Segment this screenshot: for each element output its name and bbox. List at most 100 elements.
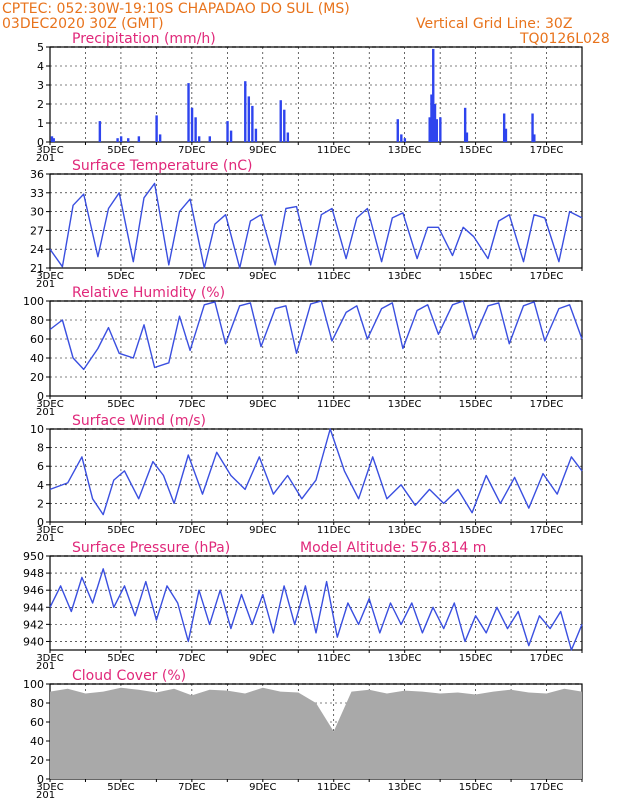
y-tick-label: 940 <box>23 635 44 648</box>
precip-bar <box>286 132 290 142</box>
x-tick-label: 9DEC <box>249 399 276 410</box>
x-tick-label: 15DEC <box>459 653 493 664</box>
y-tick-label: 20 <box>30 754 44 767</box>
x-tick-label: 7DEC <box>178 399 205 410</box>
x-tick-label: 13DEC <box>388 653 422 664</box>
y-tick-label: 40 <box>30 352 44 365</box>
panel-title: Precipitation (mm/h) <box>72 31 216 47</box>
precip-bar <box>137 136 141 142</box>
panel-title: Cloud Cover (%) <box>72 668 186 684</box>
panel-6: 0 20 40 60 80 100 3DEC 5DEC 7DEC 9DEC 11DEC 13DEC 15… <box>23 668 583 800</box>
x-year-label: 201 <box>36 407 55 418</box>
precip-bar <box>279 100 282 142</box>
x-tick-label: 3DEC <box>36 653 63 664</box>
precip-bar <box>226 121 229 142</box>
precip-bar <box>502 113 506 142</box>
x-tick-label: 7DEC <box>178 782 205 793</box>
x-tick-label: 11DEC <box>317 525 351 536</box>
y-tick-label: 4 <box>37 60 44 73</box>
panel-annotation: Model Altitude: 576.814 m <box>300 540 486 556</box>
x-tick-label: 11DEC <box>317 653 351 664</box>
x-tick-label: 9DEC <box>249 653 276 664</box>
precip-bar <box>463 107 467 142</box>
x-year-label: 201 <box>36 533 55 544</box>
x-tick-label: 15DEC <box>459 145 493 156</box>
x-tick-label: 5DEC <box>107 525 134 536</box>
y-tick-label: 21 <box>30 262 44 275</box>
y-tick-label: 6 <box>37 460 44 473</box>
x-tick-label: 17DEC <box>530 145 564 156</box>
x-year-label: 201 <box>36 153 55 164</box>
y-tick-label: 80 <box>30 697 44 710</box>
precip-bar <box>127 138 130 142</box>
x-tick-label: 5DEC <box>107 145 134 156</box>
precip-bar <box>254 128 258 142</box>
x-tick-label: 5DEC <box>107 653 134 664</box>
x-tick-label: 7DEC <box>178 525 205 536</box>
precip-bar <box>283 109 286 142</box>
y-tick-label: 944 <box>23 601 44 614</box>
y-tick-label: 80 <box>30 314 44 327</box>
header-location: CPTEC: 052:30W-19:10S CHAPADAO DO SUL (M… <box>2 1 350 17</box>
cloud-area <box>50 687 582 779</box>
y-tick-label: 60 <box>30 716 44 729</box>
precip-bar <box>158 134 162 142</box>
panel-title: Relative Humidity (%) <box>72 285 225 301</box>
x-tick-label: 15DEC <box>459 271 493 282</box>
precip-bar <box>194 117 197 142</box>
x-tick-label: 3DEC <box>36 525 63 536</box>
y-tick-label: 60 <box>30 333 44 346</box>
x-tick-label: 5DEC <box>107 782 134 793</box>
y-tick-label: 3 <box>37 79 44 92</box>
precip-bar <box>98 121 102 142</box>
y-tick-label: 948 <box>23 567 44 580</box>
x-tick-label: 15DEC <box>459 525 493 536</box>
precip-bar <box>52 138 55 142</box>
precip-bar <box>229 130 233 142</box>
y-tick-label: 10 <box>30 423 44 436</box>
y-tick-label: 942 <box>23 618 44 631</box>
precip-bar <box>187 83 190 142</box>
precip-bar <box>430 94 433 142</box>
x-tick-label: 17DEC <box>530 525 564 536</box>
panel-frame <box>49 555 583 651</box>
x-year-label: 201 <box>36 279 55 290</box>
x-tick-label: 7DEC <box>178 653 205 664</box>
x-tick-label: 11DEC <box>317 782 351 793</box>
x-tick-label: 7DEC <box>178 271 205 282</box>
x-year-label: 201 <box>36 790 55 800</box>
x-tick-label: 11DEC <box>317 271 351 282</box>
precip-bar <box>116 138 119 142</box>
x-tick-label: 9DEC <box>249 525 276 536</box>
panel-2: 21 24 27 30 33 36 3DEC 5DEC 7DEC 9DEC 11DEC 13DEC 15… <box>30 158 583 290</box>
header: CPTEC: 052:30W-19:10S CHAPADAO DO SUL (M… <box>2 1 610 47</box>
header-date: 03DEC2020 30Z (GMT) <box>2 16 164 32</box>
x-tick-label: 5DEC <box>107 271 134 282</box>
precip-bar <box>247 96 251 142</box>
y-tick-label: 36 <box>30 168 44 181</box>
x-tick-label: 3DEC <box>36 145 63 156</box>
y-tick-label: 5 <box>37 41 44 54</box>
panel-3: 0 20 40 60 80 100 3DEC 5DEC 7DEC 9DEC 11DEC 13DEC 15… <box>23 285 583 418</box>
precip-bar <box>403 138 407 142</box>
precip-bar <box>435 119 438 142</box>
panel-frame <box>49 173 583 269</box>
precip-bar <box>433 104 437 142</box>
header-code: TQ0126L028 <box>519 31 610 47</box>
x-tick-label: 3DEC <box>36 271 63 282</box>
x-tick-label: 15DEC <box>459 782 493 793</box>
precip-bar <box>465 132 469 142</box>
x-tick-label: 11DEC <box>317 145 351 156</box>
y-tick-label: 2 <box>37 497 44 510</box>
y-tick-label: 30 <box>30 206 44 219</box>
x-tick-label: 3DEC <box>36 399 63 410</box>
x-tick-label: 7DEC <box>178 145 205 156</box>
precip-bar <box>244 81 247 142</box>
x-tick-label: 15DEC <box>459 399 493 410</box>
precip-bar <box>531 113 534 142</box>
panel-title: Surface Wind (m/s) <box>72 413 206 429</box>
x-tick-label: 17DEC <box>530 653 564 664</box>
y-tick-label: 1 <box>37 117 44 130</box>
y-tick-label: 0 <box>37 773 44 786</box>
